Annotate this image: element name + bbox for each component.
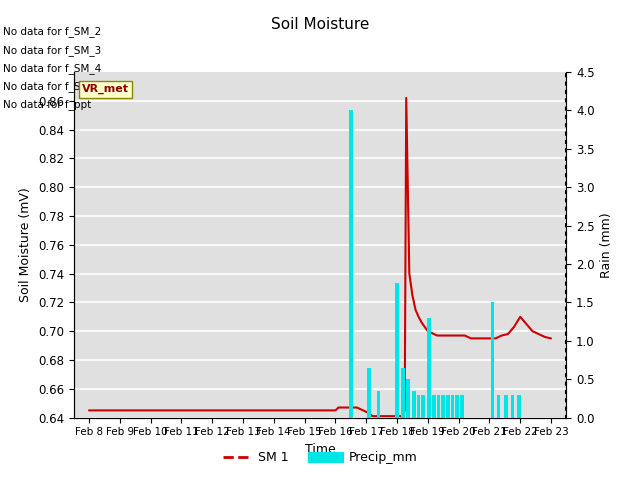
Bar — [442, 395, 445, 418]
Bar — [417, 395, 420, 418]
Bar — [395, 283, 399, 418]
Bar — [406, 379, 410, 418]
Bar — [401, 368, 405, 418]
Text: No data for f_SM_3: No data for f_SM_3 — [3, 45, 102, 56]
Bar — [432, 395, 436, 418]
Bar — [460, 395, 463, 418]
Text: No data for f_SM_5: No data for f_SM_5 — [3, 81, 102, 92]
Bar — [451, 395, 454, 418]
Text: No data for f_SM_2: No data for f_SM_2 — [3, 26, 102, 37]
Bar — [497, 395, 500, 418]
Y-axis label: Soil Moisture (mV): Soil Moisture (mV) — [19, 187, 32, 302]
Bar — [377, 391, 380, 418]
Text: No data for f_ppt: No data for f_ppt — [3, 99, 92, 110]
Y-axis label: Rain (mm): Rain (mm) — [600, 212, 613, 277]
Bar — [517, 395, 520, 418]
Bar — [367, 368, 371, 418]
Bar — [421, 395, 425, 418]
Bar — [511, 395, 515, 418]
Bar — [455, 395, 459, 418]
Bar — [349, 110, 353, 418]
Text: VR_met: VR_met — [82, 84, 129, 95]
Bar — [436, 395, 440, 418]
Bar — [412, 391, 416, 418]
Bar — [491, 302, 494, 418]
X-axis label: Time: Time — [305, 443, 335, 456]
Bar — [446, 395, 450, 418]
Bar — [504, 395, 508, 418]
Bar — [428, 318, 431, 418]
Text: Soil Moisture: Soil Moisture — [271, 17, 369, 32]
Legend: SM 1, Precip_mm: SM 1, Precip_mm — [218, 446, 422, 469]
Text: No data for f_SM_4: No data for f_SM_4 — [3, 63, 102, 74]
